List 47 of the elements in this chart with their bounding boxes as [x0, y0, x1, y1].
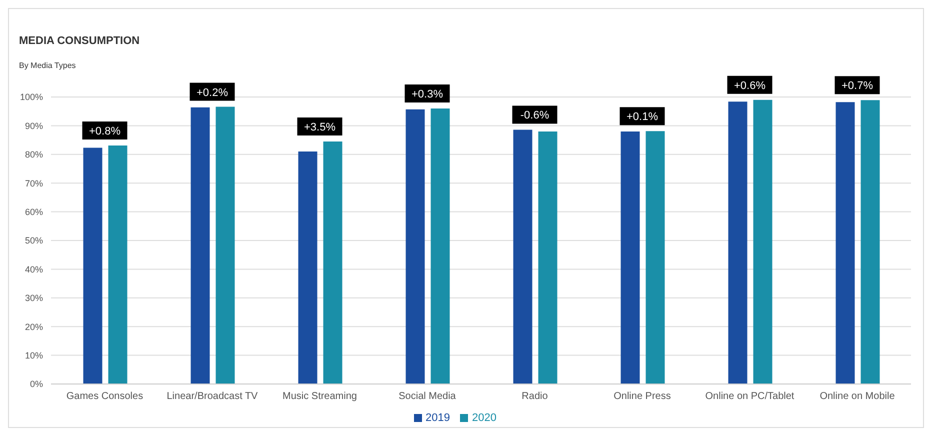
bar [513, 130, 532, 384]
bar [298, 152, 318, 384]
x-tick-label: Online on Mobile [820, 391, 896, 402]
annotation: -0.6% [520, 110, 550, 122]
bar [860, 100, 880, 384]
y-tick-label: 60% [24, 206, 43, 217]
bar [538, 131, 558, 384]
y-tick-label: 10% [24, 350, 43, 360]
annotation: +0.3% [412, 88, 444, 100]
x-tick-label: Linear/Broadcast TV [166, 391, 258, 402]
bar [190, 107, 210, 384]
bar [620, 131, 640, 384]
y-tick-label: 50% [24, 236, 43, 246]
bar [728, 102, 748, 384]
legend-label: 2020 [472, 412, 496, 424]
x-tick-label: Games Consoles [66, 391, 144, 402]
x-tick-label: Music Streaming [282, 391, 357, 402]
y-tick-label: 0% [30, 379, 43, 390]
annotation: +0.6% [734, 80, 766, 92]
x-tick-label: Radio [522, 391, 548, 402]
bar [646, 131, 665, 384]
chart-subtitle: By Media Types [19, 61, 76, 70]
bar [753, 100, 772, 384]
bar [216, 106, 235, 384]
bar [406, 109, 425, 384]
bar [836, 102, 855, 384]
annotation: +0.1% [626, 111, 658, 124]
chart-title: MEDIA CONSUMPTION [19, 35, 140, 47]
x-tick-label: Social Media [398, 391, 456, 402]
bar [323, 141, 342, 384]
bar [83, 148, 102, 384]
bar [108, 146, 128, 384]
y-tick-label: 100% [20, 92, 43, 102]
y-tick-label: 20% [24, 322, 43, 332]
annotation: +0.7% [842, 80, 874, 92]
annotation: +0.8% [89, 126, 121, 138]
bar [430, 108, 450, 384]
y-tick-label: 70% [24, 178, 43, 188]
legend-label: 2019 [426, 412, 450, 424]
annotation: +0.2% [196, 86, 228, 99]
y-tick-label: 90% [24, 120, 43, 131]
y-tick-label: 80% [24, 150, 43, 160]
y-tick-label: 30% [24, 293, 43, 304]
x-tick-label: Online on PC/Tablet [705, 391, 794, 402]
x-tick-label: Online Press [614, 391, 671, 402]
annotation: +3.5% [304, 121, 336, 134]
y-tick-label: 40% [24, 264, 43, 274]
